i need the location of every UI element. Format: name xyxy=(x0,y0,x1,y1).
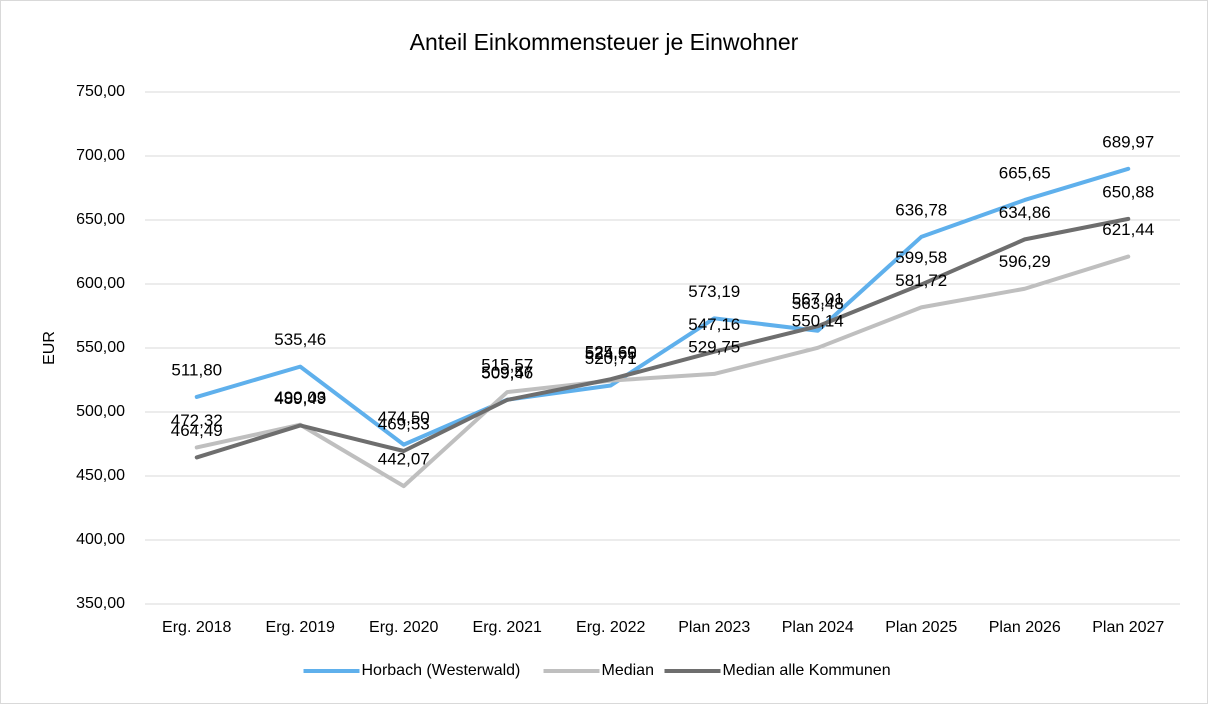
y-tick-label: 600,00 xyxy=(76,275,125,292)
data-label: 547,16 xyxy=(688,315,740,334)
y-tick-label: 750,00 xyxy=(76,83,125,100)
data-label: 509,46 xyxy=(481,363,533,382)
x-tick-label: Plan 2025 xyxy=(885,619,957,636)
x-tick-label: Plan 2026 xyxy=(989,619,1061,636)
data-label: 596,29 xyxy=(999,252,1051,271)
y-tick-label: 400,00 xyxy=(76,531,125,548)
x-tick-label: Erg. 2022 xyxy=(576,619,645,636)
x-tick-label: Erg. 2020 xyxy=(369,619,438,636)
series-line xyxy=(194,216,1131,460)
legend-label: Median xyxy=(602,662,654,679)
data-label: 689,97 xyxy=(1102,132,1154,151)
data-label: 469,53 xyxy=(378,414,430,433)
data-label: 442,07 xyxy=(378,450,430,469)
data-label: 636,78 xyxy=(895,200,947,219)
x-tick-label: Erg. 2021 xyxy=(473,619,542,636)
x-tick-label: Erg. 2018 xyxy=(162,619,231,636)
legend-label: Median alle Kommunen xyxy=(723,662,891,679)
data-label: 509,57 xyxy=(481,363,533,382)
data-label: 464,49 xyxy=(171,421,223,440)
data-label: 489,49 xyxy=(274,389,326,408)
data-label: 567,01 xyxy=(792,290,844,309)
series-line xyxy=(194,254,1131,489)
data-label: 599,58 xyxy=(895,248,947,267)
x-tick-label: Plan 2024 xyxy=(782,619,854,636)
data-label: 621,44 xyxy=(1102,220,1154,239)
data-label: 529,75 xyxy=(688,337,740,356)
y-tick-label: 450,00 xyxy=(76,467,125,484)
y-tick-label: 700,00 xyxy=(76,147,125,164)
y-tick-label: 350,00 xyxy=(76,595,125,612)
y-tick-label: 550,00 xyxy=(76,339,125,356)
data-label: 550,14 xyxy=(792,311,844,330)
legend-label: Horbach (Westerwald) xyxy=(362,662,521,679)
data-label: 474,50 xyxy=(378,408,430,427)
data-label: 535,46 xyxy=(274,330,326,349)
data-label: 634,86 xyxy=(999,203,1051,222)
data-label: 525,60 xyxy=(585,343,637,362)
data-label: 511,80 xyxy=(171,360,222,379)
y-axis-title: EUR xyxy=(41,331,58,365)
x-tick-label: Plan 2023 xyxy=(678,619,750,636)
y-tick-label: 500,00 xyxy=(76,403,125,420)
data-label: 472,32 xyxy=(171,411,223,430)
data-label: 490,03 xyxy=(274,388,326,407)
x-tick-label: Erg. 2019 xyxy=(266,619,335,636)
series-line xyxy=(194,166,1131,447)
data-label: 563,48 xyxy=(792,294,844,313)
data-label: 524,55 xyxy=(585,344,637,363)
data-label: 515,57 xyxy=(481,356,533,375)
data-label: 573,19 xyxy=(688,282,740,301)
data-label: 520,71 xyxy=(585,349,637,368)
data-label: 665,65 xyxy=(999,163,1051,182)
y-tick-label: 650,00 xyxy=(76,211,125,228)
x-tick-label: Plan 2027 xyxy=(1092,619,1164,636)
chart-title: Anteil Einkommensteuer je Einwohner xyxy=(410,29,799,55)
data-label: 650,88 xyxy=(1102,182,1154,201)
data-label: 581,72 xyxy=(895,271,947,290)
